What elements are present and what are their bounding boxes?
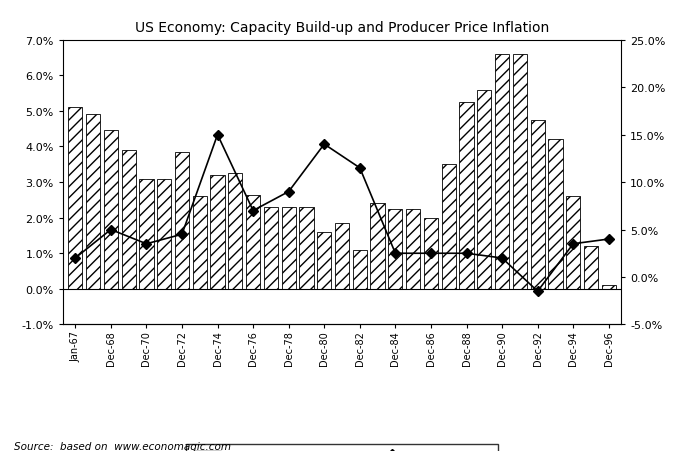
Bar <box>86 115 101 289</box>
Legend: Incremenatal Capacity, Change in PPI: Incremenatal Capacity, Change in PPI <box>186 444 498 451</box>
Bar <box>424 218 438 289</box>
Bar <box>104 131 118 289</box>
Bar <box>530 120 544 289</box>
Bar <box>495 55 509 289</box>
Bar <box>513 55 527 289</box>
Title: US Economy: Capacity Build-up and Producer Price Inflation: US Economy: Capacity Build-up and Produc… <box>135 21 549 35</box>
Bar <box>175 152 189 289</box>
Bar <box>371 204 385 289</box>
Bar <box>584 247 598 289</box>
Bar <box>566 197 580 289</box>
Bar <box>264 207 278 289</box>
Bar <box>140 179 154 289</box>
Bar <box>406 209 420 289</box>
Bar <box>281 207 296 289</box>
Bar <box>193 197 207 289</box>
Bar <box>388 209 403 289</box>
Bar <box>210 175 225 289</box>
Bar <box>228 174 242 289</box>
Bar <box>246 195 260 289</box>
Bar <box>157 179 171 289</box>
Text: Source:  based on  www.economagic.com: Source: based on www.economagic.com <box>14 441 231 451</box>
Bar <box>352 250 367 289</box>
Bar <box>459 103 474 289</box>
Bar <box>602 285 616 289</box>
Bar <box>68 108 82 289</box>
Bar <box>335 224 349 289</box>
Bar <box>317 232 332 289</box>
Bar <box>121 151 135 289</box>
Bar <box>299 207 313 289</box>
Bar <box>477 90 491 289</box>
Bar <box>442 165 456 289</box>
Bar <box>549 140 563 289</box>
